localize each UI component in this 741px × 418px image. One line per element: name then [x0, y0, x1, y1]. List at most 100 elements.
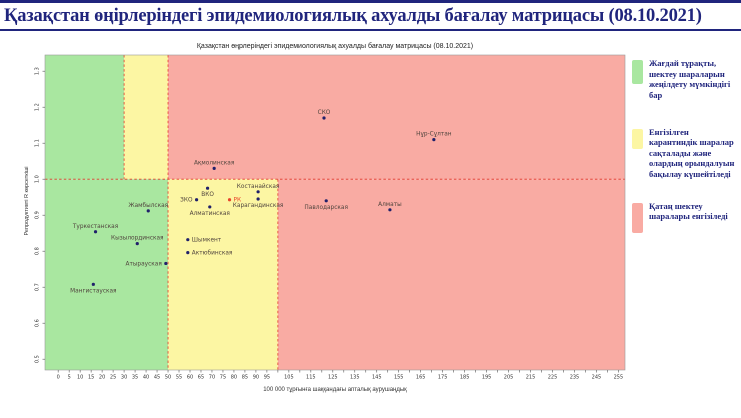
data-point-label: Жамбылская	[128, 203, 168, 209]
legend-item-label: Қатаң шектеу шаралары енгізіледі	[649, 200, 728, 222]
chart-title: Қазақстан өңрлеріндегі эпидемиологиялық …	[196, 43, 474, 50]
data-point	[91, 282, 95, 286]
data-point	[388, 208, 392, 212]
data-point	[135, 242, 139, 246]
x-tick-label: 125	[328, 375, 338, 381]
data-point	[322, 116, 326, 120]
x-tick-label: 245	[592, 375, 602, 381]
x-tick-label: 5	[68, 375, 71, 381]
data-point	[212, 166, 216, 170]
data-point	[164, 261, 168, 266]
data-point-label: ВКО	[201, 192, 214, 198]
y-tick-label: 1.2	[35, 103, 41, 111]
x-tick-label: 155	[394, 375, 404, 381]
legend-item-label: Жағдай тұрақты, шектеу шараларын жеңілде…	[649, 58, 731, 100]
green-zone-high-r	[45, 55, 125, 180]
x-tick-label: 35	[132, 375, 138, 381]
page-header: Қазақстан өңірлеріндегі эпидемиологиялық…	[0, 0, 741, 31]
y-tick-label: 1.3	[35, 67, 41, 75]
x-tick-label: 175	[438, 375, 448, 381]
data-point	[186, 238, 190, 242]
x-tick-label: 135	[350, 375, 360, 381]
x-axis-title: 100 000 тұрғынға шаққандағы апталық ауру…	[263, 387, 407, 393]
x-tick-label: 0	[57, 375, 60, 381]
data-point-label: Нұр-Сұлтан	[416, 132, 452, 138]
x-tick-label: 70	[209, 375, 215, 381]
data-point	[227, 198, 232, 202]
data-point-label: СКО	[318, 110, 331, 116]
y-tick-label: 0.6	[35, 319, 41, 327]
data-point-label: Алматинская	[190, 211, 230, 217]
data-point-label: Кызылординская	[111, 236, 164, 242]
legend-item-green: Жағдай тұрақты, шектеу шараларын жеңілде…	[632, 58, 736, 101]
x-tick-label: 215	[526, 375, 536, 381]
x-tick-label: 20	[99, 375, 105, 381]
data-point-label: Шымкент	[192, 238, 222, 244]
x-tick-label: 50	[165, 375, 171, 381]
yellow-zone-low-r	[168, 179, 278, 370]
data-point	[194, 198, 199, 202]
red-zone-swatch	[632, 202, 643, 233]
x-tick-label: 90	[253, 375, 259, 381]
x-tick-label: 185	[460, 375, 470, 381]
legend: Жағдай тұрақты, шектеу шараларын жеңілде…	[628, 38, 738, 418]
data-point-label: Мангистауская	[70, 288, 116, 294]
x-tick-label: 60	[187, 375, 193, 381]
yellow-zone-swatch	[632, 128, 643, 149]
data-point-label: Алматы	[378, 202, 402, 208]
x-tick-label: 235	[570, 375, 580, 381]
data-point-label: ЗКО	[180, 198, 193, 204]
x-tick-label: 225	[548, 375, 558, 381]
data-point-label: Атырауская	[126, 261, 162, 267]
x-tick-label: 40	[143, 375, 149, 381]
y-tick-label: 1.0	[35, 175, 41, 183]
plot-border	[44, 54, 626, 371]
data-point	[256, 190, 260, 194]
x-tick-label: 195	[482, 375, 492, 381]
data-point	[432, 138, 436, 142]
legend-item-red: Қатаң шектеу шаралары енгізіледі	[632, 201, 736, 233]
green-zone-swatch	[632, 60, 643, 84]
data-point-label: Павлодарская	[304, 205, 348, 211]
x-tick-label: 80	[231, 375, 237, 381]
scatter-plot: 0 5 10 15 20 25 30 35 40 45 50 55 60 65 70 75 80 85 90 95 10…	[35, 54, 626, 381]
x-tick-label: 55	[176, 375, 182, 381]
data-point-label: Костанайская	[237, 183, 280, 190]
chart-panel: Қазақстан өңрлеріндегі эпидемиологиялық …	[0, 38, 630, 418]
x-tick-label: 30	[121, 375, 127, 381]
y-tick-label: 0.8	[35, 247, 41, 255]
data-point	[208, 205, 212, 209]
data-point-label: РК	[234, 198, 242, 204]
x-tick-label: 85	[242, 375, 248, 381]
red-zone-high-r	[168, 55, 625, 180]
legend-item-yellow: Енгізілген карантиндік шаралар сақталады…	[632, 127, 736, 180]
data-point-label: Карагандинская	[233, 203, 284, 209]
data-point	[205, 186, 210, 190]
page-title: Қазақстан өңірлеріндегі эпидемиологиялық…	[4, 6, 702, 26]
x-tick-label: 205	[504, 375, 514, 381]
x-tick-label: 95	[264, 375, 270, 381]
y-axis-title: Репродуктивті R көрсеткіші	[24, 166, 30, 236]
x-tick-label: 15	[88, 375, 94, 381]
x-tick-label: 45	[154, 375, 160, 381]
x-tick-label: 25	[110, 375, 116, 381]
data-point-label: Актюбинская	[192, 251, 233, 257]
x-tick-label: 105	[284, 375, 294, 381]
x-tick-label: 75	[220, 375, 226, 381]
x-tick-label: 65	[198, 375, 204, 381]
x-tick-label: 145	[372, 375, 382, 381]
data-point-label: Ақмолинская	[194, 160, 234, 166]
y-tick-label: 0.5	[35, 355, 41, 363]
red-zone-low-r	[277, 179, 625, 370]
data-point-label: Туркестанская	[72, 224, 118, 230]
legend-item-label: Енгізілген карантиндік шаралар сақталады…	[649, 126, 735, 180]
y-tick-label: 1.1	[35, 139, 41, 147]
x-tick-label: 10	[77, 375, 83, 381]
data-point	[324, 199, 328, 203]
data-point	[146, 209, 150, 213]
yellow-zone-high-r	[124, 55, 169, 180]
x-tick-label: 165	[416, 375, 426, 381]
y-tick-label: 0.9	[35, 211, 41, 219]
x-tick-label: 115	[306, 375, 316, 381]
